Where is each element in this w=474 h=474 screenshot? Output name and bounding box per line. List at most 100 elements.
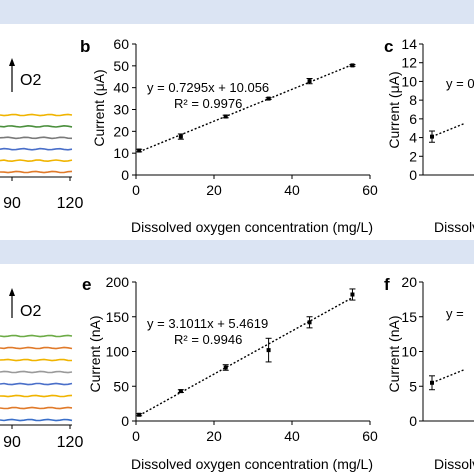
chart-b-point xyxy=(223,114,228,119)
chart-c-ytick-label: 2 xyxy=(409,148,417,164)
chart-e-xtick-label: 40 xyxy=(284,428,300,444)
chart-e-point xyxy=(307,320,312,325)
chart-b-ylabel: Current (μA) xyxy=(91,69,107,146)
trace-group-bottom xyxy=(0,334,73,422)
chart-f-ytick-label: 5 xyxy=(409,378,417,394)
chart-e-ytick-label: 50 xyxy=(113,378,129,394)
chart-b-xlabel: Dissolved oxygen concentration (mg/L) xyxy=(131,219,373,235)
strip-tick-label-bottom-90: 90 xyxy=(3,434,21,451)
trace-bottom-1 xyxy=(0,346,73,350)
strip-tick-label-top-120: 120 xyxy=(57,195,84,212)
chart-c-ytick-label: 12 xyxy=(401,55,417,71)
chart-f-stub: Current (nA) y = Dissolv 0 5 10 15 20 xyxy=(386,274,474,472)
chart-e-ytick-label: 150 xyxy=(106,309,130,325)
trace-top-1 xyxy=(0,124,73,128)
chart-b-r2: R² = 0.9976 xyxy=(174,96,242,111)
chart-e: Current (nA) Dissolved oxygen concentrat… xyxy=(87,274,378,472)
chart-c-ytick-label: 10 xyxy=(401,73,417,89)
o2-label-top: O2 xyxy=(20,72,41,89)
section-band-bottom xyxy=(0,240,474,264)
trace-top-2 xyxy=(0,136,73,140)
trace-group-top xyxy=(0,113,73,174)
chart-e-trendline xyxy=(138,296,353,417)
chart-e-point xyxy=(178,389,183,394)
chart-c-ylabel: Current (μA) xyxy=(386,71,402,148)
chart-f-equation: y = xyxy=(446,306,464,321)
chart-b-xtick-label: 0 xyxy=(132,182,140,198)
chart-c-ytick-label: 4 xyxy=(409,130,417,146)
chart-c-stub: Current (μA) y = 0 Dissolv 0 2 4 6 8 10 12 14 xyxy=(386,36,474,235)
trace-top-3 xyxy=(0,147,73,151)
chart-f-trendline xyxy=(431,369,465,384)
o2-arrow-head-bottom xyxy=(9,288,15,296)
chart-c-xlabel: Dissolv xyxy=(434,219,474,235)
chart-b-ytick-label: 30 xyxy=(113,102,129,118)
chart-b: Current (μA) Dissolved oxygen concentrat… xyxy=(91,36,378,235)
chart-b-equation: y = 0.7295x + 10.056 xyxy=(147,80,269,95)
chart-b-ytick-label: 50 xyxy=(113,58,129,74)
section-band-top xyxy=(0,0,474,24)
chart-b-ytick-label: 60 xyxy=(113,36,129,52)
chart-b-point xyxy=(350,63,355,68)
chart-e-ylabel: Current (nA) xyxy=(87,315,103,392)
trace-bottom-2 xyxy=(0,358,73,362)
trace-bottom-3 xyxy=(0,370,73,374)
trace-bottom-4 xyxy=(0,382,73,386)
trace-bottom-7 xyxy=(0,418,73,422)
chart-b-xtick-label: 60 xyxy=(362,182,378,198)
chart-b-trendline xyxy=(138,63,353,153)
chart-c-ytick-label: 14 xyxy=(401,36,417,52)
chart-b-xtick-label: 40 xyxy=(284,182,300,198)
left-strip-bottom: O2 90 120 xyxy=(0,288,83,451)
chart-e-point xyxy=(266,348,271,353)
strip-tick-label-bottom-120: 120 xyxy=(57,434,84,451)
trace-bottom-0 xyxy=(0,334,73,338)
chart-f-xlabel: Dissolv xyxy=(434,456,474,472)
chart-f-ytick-label: 20 xyxy=(401,274,417,290)
trace-bottom-6 xyxy=(0,406,73,410)
chart-b-point xyxy=(266,96,271,101)
chart-e-point xyxy=(350,292,355,297)
chart-e-ytick-label: 0 xyxy=(121,413,129,429)
chart-e-ytick-label: 200 xyxy=(106,274,130,290)
chart-f-ytick-label: 15 xyxy=(401,309,417,325)
chart-c-ytick-label: 0 xyxy=(409,167,417,183)
chart-f-ylabel: Current (nA) xyxy=(386,315,402,392)
trace-top-4 xyxy=(0,159,73,163)
panel-letter-f: f xyxy=(384,275,390,294)
trace-top-0 xyxy=(0,113,73,117)
chart-b-point xyxy=(307,79,312,84)
chart-b-ytick-label: 10 xyxy=(113,145,129,161)
chart-c-equation: y = 0 xyxy=(446,76,474,91)
panel-letter-c: c xyxy=(384,37,393,56)
chart-b-ytick-label: 0 xyxy=(121,167,129,183)
chart-e-point xyxy=(223,365,228,370)
chart-c-ytick-label: 8 xyxy=(409,92,417,108)
chart-e-xlabel: Dissolved oxygen concentration (mg/L) xyxy=(131,456,373,472)
chart-f-ytick-label: 10 xyxy=(401,344,417,360)
chart-b-point xyxy=(178,134,183,139)
o2-label-bottom: O2 xyxy=(20,303,41,320)
chart-e-xtick-label: 0 xyxy=(132,428,140,444)
panel-letter-e: e xyxy=(82,275,91,294)
chart-e-ytick-label: 100 xyxy=(106,344,130,360)
o2-arrow-head-top xyxy=(9,58,15,66)
trace-bottom-5 xyxy=(0,394,73,398)
chart-e-point xyxy=(137,412,142,417)
left-strip-top: O2 90 120 xyxy=(0,58,83,212)
chart-b-ytick-label: 40 xyxy=(113,80,129,96)
chart-e-r2: R² = 0.9946 xyxy=(174,332,242,347)
strip-tick-label-top-90: 90 xyxy=(3,195,21,212)
trace-top-5 xyxy=(0,170,73,174)
chart-b-point xyxy=(137,148,142,153)
chart-b-xtick-label: 20 xyxy=(206,182,222,198)
chart-e-xtick-label: 60 xyxy=(362,428,378,444)
chart-f-ytick-label: 0 xyxy=(409,413,417,429)
chart-c-trendline xyxy=(431,122,465,138)
panel-letter-b: b xyxy=(80,37,90,56)
chart-e-equation: y = 3.1011x + 5.4619 xyxy=(147,316,268,331)
chart-c-ytick-label: 6 xyxy=(409,111,417,127)
chart-b-ytick-label: 20 xyxy=(113,123,129,139)
chart-e-xtick-label: 20 xyxy=(206,428,222,444)
